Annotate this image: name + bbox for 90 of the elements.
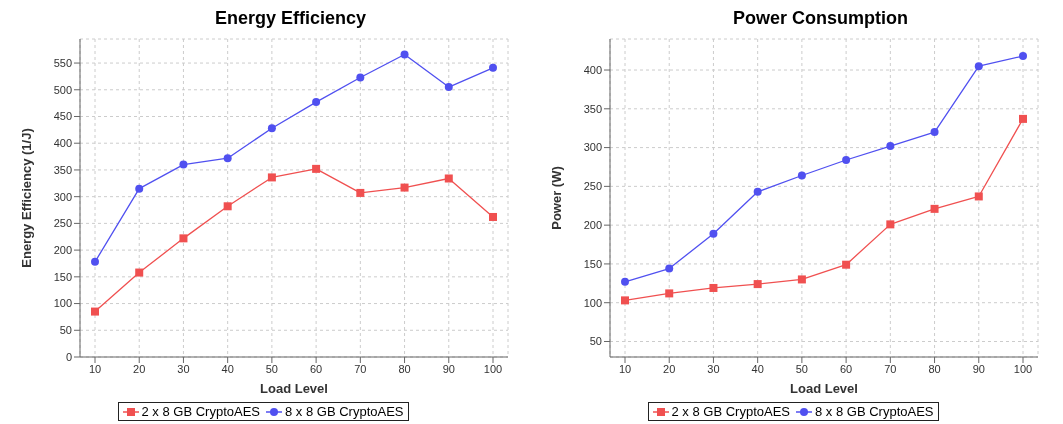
- point: [621, 296, 629, 305]
- y-tick-label: 50: [589, 335, 602, 348]
- point: [312, 164, 321, 173]
- point: [930, 128, 939, 137]
- y-tick-label: 50: [59, 324, 72, 337]
- x-tick-label: 60: [839, 362, 853, 375]
- point: [1019, 114, 1027, 123]
- point: [886, 220, 895, 229]
- chart-title: Energy Efficiency: [213, 8, 368, 30]
- y-tick-label: 400: [53, 137, 72, 150]
- point: [665, 289, 674, 298]
- x-tick-label: 30: [177, 362, 190, 375]
- x-tick-label: 50: [795, 362, 809, 375]
- y-tick-label: 200: [583, 219, 602, 232]
- point: [489, 63, 497, 72]
- y-tick-label: 100: [53, 297, 72, 310]
- point: [356, 188, 365, 197]
- y-axis-title: Energy Efficiency (1/J): [18, 128, 34, 268]
- point: [709, 229, 718, 238]
- point: [489, 212, 497, 221]
- point: [886, 142, 895, 151]
- legend-label: 8 x 8 GB CryptoAES: [814, 404, 934, 419]
- y-tick-label: 450: [53, 110, 72, 123]
- point: [267, 173, 276, 182]
- point: [135, 268, 144, 277]
- point: [444, 83, 453, 92]
- y-tick-label: 150: [53, 270, 72, 283]
- point: [91, 307, 99, 316]
- point: [356, 73, 365, 82]
- y-tick-label: 250: [53, 217, 72, 230]
- point: [179, 234, 188, 243]
- chart-title: Power Consumption: [732, 8, 909, 30]
- x-tick-label: 10: [88, 362, 102, 375]
- x-tick-label: 70: [354, 362, 367, 375]
- x-tick-label: 30: [707, 362, 720, 375]
- point: [400, 50, 409, 59]
- point: [400, 183, 409, 192]
- point: [842, 156, 851, 164]
- point: [974, 62, 983, 71]
- x-tick-label: 100: [1013, 362, 1033, 375]
- point: [444, 174, 453, 183]
- x-tick-label: 80: [928, 362, 941, 375]
- x-tick-label: 10: [618, 362, 632, 375]
- y-axis-title: Power (W): [548, 166, 564, 230]
- point: [135, 184, 144, 193]
- point: [223, 154, 232, 163]
- x-tick-label: 40: [751, 362, 764, 375]
- x-tick-label: 90: [442, 362, 455, 375]
- point: [974, 192, 983, 201]
- point: [797, 275, 806, 284]
- point: [665, 264, 674, 273]
- legend-label: 2 x 8 GB CryptoAES: [670, 404, 790, 419]
- y-tick-label: 150: [583, 257, 602, 270]
- y-tick-label: 300: [53, 190, 72, 203]
- point: [753, 280, 762, 289]
- x-axis-title: Load Level: [260, 381, 328, 396]
- y-tick-label: 400: [583, 63, 602, 76]
- point: [179, 160, 188, 169]
- y-tick-label: 350: [53, 163, 72, 176]
- y-tick-label: 500: [53, 83, 72, 96]
- x-tick-label: 90: [972, 362, 985, 375]
- point: [709, 283, 718, 292]
- x-axis-title: Load Level: [790, 381, 858, 396]
- y-tick-label: 550: [53, 56, 72, 69]
- y-tick-label: 100: [583, 296, 602, 309]
- point: [223, 202, 232, 211]
- legend-label: 8 x 8 GB CryptoAES: [284, 404, 404, 419]
- y-tick-label: 250: [583, 180, 602, 193]
- x-tick-label: 20: [133, 362, 146, 375]
- x-tick-label: 40: [221, 362, 234, 375]
- x-tick-label: 70: [884, 362, 897, 375]
- x-tick-label: 20: [663, 362, 676, 375]
- point: [797, 171, 806, 180]
- y-tick-label: 350: [583, 102, 602, 115]
- point: [930, 204, 939, 213]
- legend-label: 2 x 8 GB CryptoAES: [140, 404, 260, 419]
- x-tick-label: 50: [265, 362, 279, 375]
- y-tick-label: 300: [583, 141, 602, 154]
- point: [312, 98, 321, 107]
- x-tick-label: 80: [398, 362, 411, 375]
- y-tick-label: 0: [65, 350, 72, 363]
- point: [1019, 52, 1027, 61]
- point: [91, 257, 99, 266]
- y-tick-label: 200: [53, 244, 72, 257]
- point: [621, 277, 629, 286]
- point: [753, 187, 762, 196]
- x-tick-label: 60: [309, 362, 323, 375]
- point: [267, 124, 276, 133]
- point: [842, 260, 851, 269]
- x-tick-label: 100: [483, 362, 503, 375]
